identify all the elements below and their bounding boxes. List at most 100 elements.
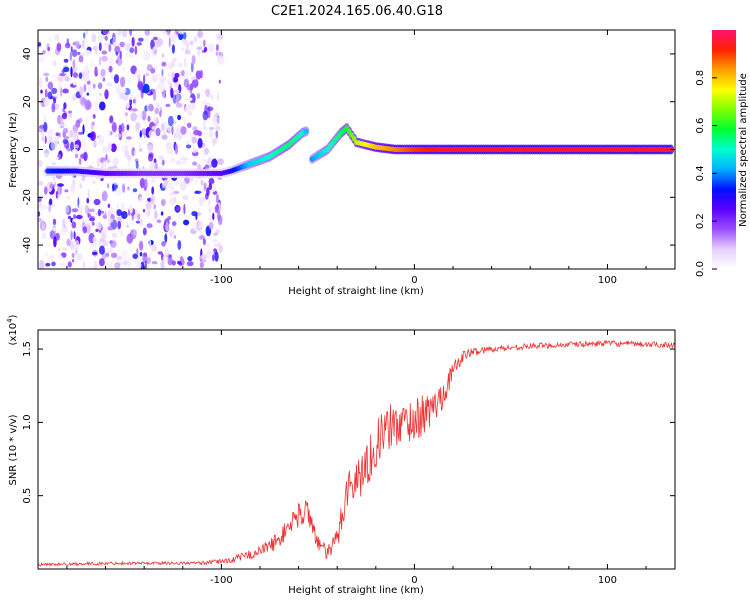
noise-mark — [215, 203, 219, 212]
noise-mark — [211, 143, 216, 148]
noise-mark — [97, 208, 102, 217]
noise-mark — [142, 209, 146, 213]
noise-mark — [111, 121, 117, 133]
x-tick-label: 0 — [411, 275, 417, 286]
noise-mark — [104, 35, 109, 41]
noise-mark — [124, 51, 132, 59]
noise-mark — [199, 70, 203, 79]
noise-mark — [192, 222, 198, 231]
noise-mark — [153, 158, 157, 163]
noise-mark — [64, 42, 71, 49]
noise-mark — [191, 211, 198, 217]
noise-mark — [191, 136, 198, 144]
ridge-mark — [351, 136, 357, 142]
noise-mark — [105, 154, 108, 161]
snr-multiplier-base: (x10 — [8, 323, 19, 346]
noise-mark — [95, 228, 99, 232]
noise-mark — [84, 50, 92, 56]
noise-mark — [123, 260, 128, 266]
noise-mark — [186, 97, 193, 102]
noise-mark — [132, 99, 136, 104]
noise-mark — [107, 248, 113, 254]
noise-mark — [63, 66, 70, 73]
noise-mark — [164, 233, 168, 243]
noise-mark — [139, 130, 142, 138]
noise-mark — [189, 83, 194, 91]
noise-mark — [155, 127, 161, 137]
noise-mark — [53, 97, 57, 104]
noise-mark — [194, 190, 202, 194]
noise-mark — [56, 34, 59, 42]
noise-mark — [38, 159, 44, 168]
noise-mark — [165, 221, 170, 232]
noise-mark — [125, 144, 129, 148]
noise-mark — [208, 221, 214, 230]
noise-mark — [149, 162, 155, 170]
noise-mark — [111, 183, 115, 192]
noise-mark — [186, 261, 194, 267]
noise-mark — [73, 81, 77, 86]
noise-mark — [61, 112, 68, 120]
noise-mark — [132, 253, 139, 259]
noise-mark — [77, 131, 84, 135]
noise-mark — [39, 124, 45, 130]
noise-mark — [57, 40, 61, 44]
noise-mark — [112, 165, 118, 169]
noise-mark — [148, 103, 154, 112]
noise-mark — [47, 37, 53, 42]
snr-series-line — [38, 339, 675, 567]
noise-mark — [184, 49, 191, 55]
noise-mark — [88, 217, 95, 221]
noise-mark — [129, 47, 134, 54]
noise-mark — [89, 131, 96, 142]
noise-mark — [115, 59, 119, 64]
x-tick-label: 100 — [598, 575, 617, 586]
snr-y-label: SNR (10 * v/v) — [8, 414, 19, 485]
noise-mark — [200, 179, 204, 186]
noise-mark — [201, 100, 208, 104]
noise-mark — [125, 136, 132, 140]
noise-mark — [81, 137, 86, 146]
noise-mark — [129, 30, 133, 36]
noise-mark — [48, 254, 55, 262]
noise-mark — [138, 141, 141, 151]
noise-mark — [51, 73, 57, 78]
noise-mark — [183, 203, 186, 215]
noise-mark — [126, 124, 130, 131]
noise-mark — [137, 213, 141, 221]
noise-mark — [151, 218, 157, 222]
noise-mark — [160, 260, 165, 269]
noise-mark — [56, 42, 62, 52]
noise-mark — [72, 94, 76, 101]
noise-mark — [167, 216, 172, 220]
noise-mark — [135, 122, 140, 132]
noise-mark — [159, 76, 167, 82]
noise-mark — [196, 93, 200, 100]
noise-mark — [108, 211, 112, 218]
noise-mark — [97, 82, 103, 90]
noise-mark — [142, 227, 147, 236]
noise-mark — [185, 144, 192, 149]
noise-mark — [165, 103, 171, 108]
noise-mark — [211, 158, 218, 168]
noise-mark — [72, 130, 79, 142]
x-tick-label: -100 — [210, 275, 233, 286]
noise-mark — [78, 55, 84, 63]
x-tick-label: -100 — [210, 575, 233, 586]
noise-mark — [174, 89, 180, 94]
noise-mark — [126, 224, 129, 228]
noise-mark — [93, 260, 98, 269]
noise-mark — [147, 257, 151, 263]
noise-mark — [114, 262, 121, 269]
noise-mark — [167, 255, 173, 266]
noise-mark — [202, 72, 205, 78]
noise-mark — [167, 115, 174, 127]
y-tick-label: -40 — [22, 237, 33, 253]
noise-mark — [45, 262, 51, 267]
noise-mark — [143, 252, 148, 257]
noise-mark — [123, 93, 128, 102]
noise-mark — [71, 221, 77, 229]
noise-mark — [146, 209, 151, 218]
noise-mark — [41, 232, 47, 239]
noise-mark — [59, 262, 67, 267]
